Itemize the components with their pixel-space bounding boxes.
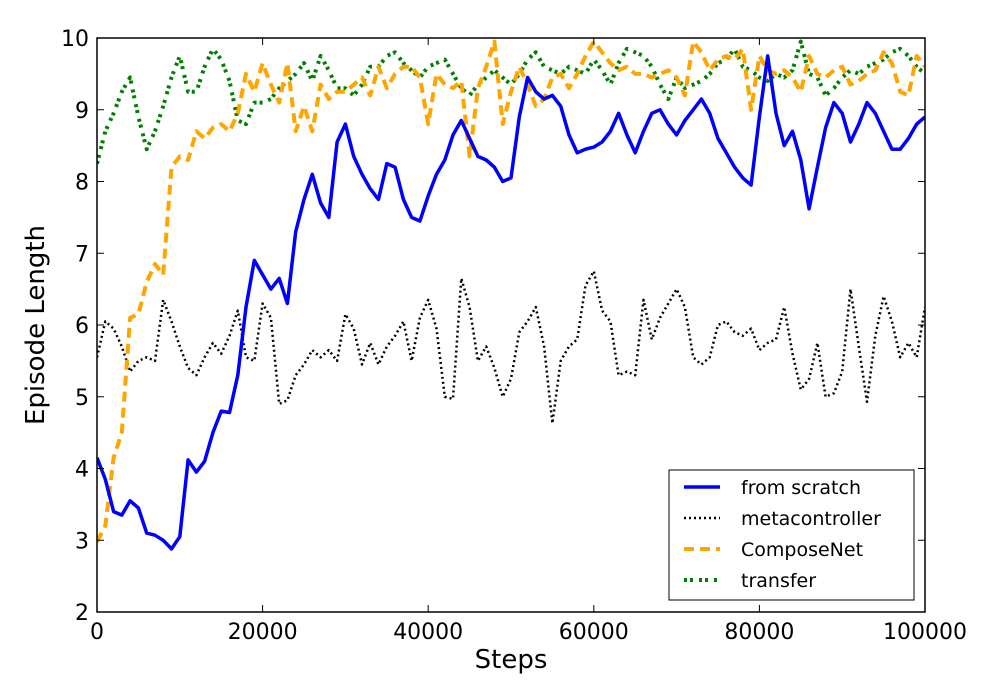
series-line-composenet (97, 39, 925, 543)
x-tick-label: 20000 (228, 620, 298, 645)
x-tick-label: 80000 (724, 620, 794, 645)
x-tick-label: 0 (90, 620, 104, 645)
y-tick-label: 10 (61, 27, 89, 52)
legend-box (668, 469, 915, 601)
x-axis-title: Steps (475, 645, 548, 675)
y-tick-label: 8 (75, 171, 89, 196)
y-tick-label: 2 (75, 601, 89, 626)
y-tick-label: 3 (75, 529, 89, 554)
legend-label: metacontroller (741, 508, 881, 530)
x-tick-label: 60000 (559, 620, 629, 645)
series-line-metacontroller (97, 269, 925, 425)
y-tick-label: 5 (75, 386, 89, 411)
y-tick-label: 4 (75, 458, 89, 483)
x-tick-label: 100000 (883, 620, 967, 645)
y-axis-title: Episode Length (21, 225, 51, 425)
series-line-transfer (97, 39, 925, 165)
series-layer (97, 39, 925, 551)
series-line-from-scratch (97, 54, 925, 551)
y-tick-label: 6 (75, 314, 89, 339)
y-tick-label: 9 (75, 99, 89, 124)
legend-label: ComposeNet (741, 539, 863, 561)
y-tick-label: 7 (75, 242, 89, 267)
x-tick-label: 40000 (393, 620, 463, 645)
axes-layer: 0 20000 40000 60000 80000 100000 2 3 4 5 6 7 8 9 10 (61, 27, 967, 645)
legend: from scratch metacontroller ComposeNet tran… (668, 469, 915, 601)
legend-label: from scratch (741, 477, 861, 499)
legend-label: transfer (741, 570, 816, 592)
